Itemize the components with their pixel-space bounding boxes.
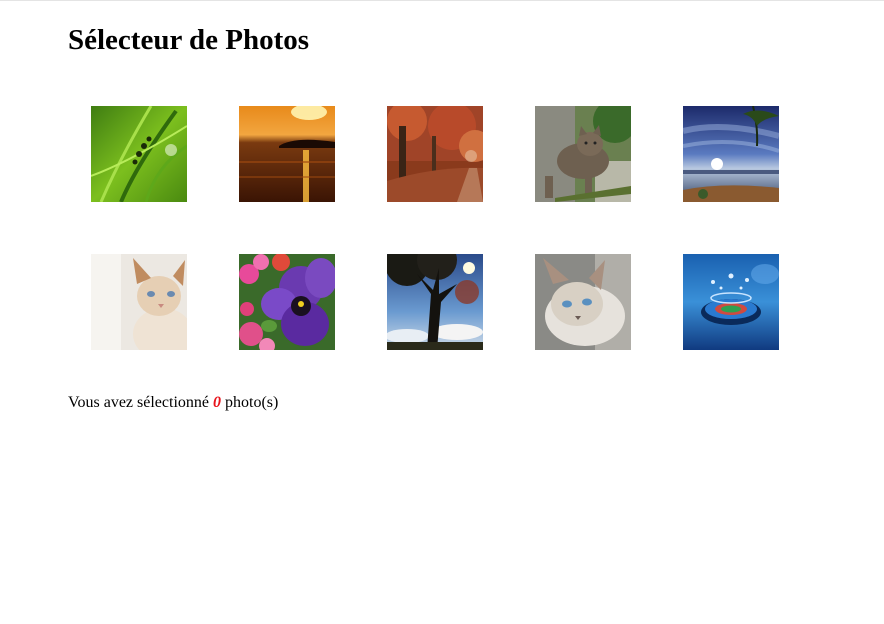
photo-thumbnail-pansy[interactable]: [239, 254, 335, 350]
selection-status: Vous avez sélectionné 0 photo(s): [68, 394, 278, 412]
page-title: Sélecteur de Photos: [68, 24, 310, 56]
photo-thumbnail-grass[interactable]: [91, 106, 187, 202]
top-border: [0, 0, 884, 1]
pansy-flowers-image: [239, 254, 335, 350]
sunset-lake-image: [239, 106, 335, 202]
photo-thumbnail-tree-sky[interactable]: [387, 254, 483, 350]
tabby-cat-image: [535, 106, 631, 202]
siamese-cat-image: [535, 254, 631, 350]
selection-count: 0: [213, 394, 221, 411]
photo-thumbnail-tabby-cat[interactable]: [535, 106, 631, 202]
selection-suffix: photo(s): [225, 394, 279, 411]
selection-prefix: Vous avez sélectionné: [68, 394, 209, 411]
sunrise-beach-image: [683, 106, 779, 202]
photo-thumbnail-water-drop[interactable]: [683, 254, 779, 350]
tree-silhouette-image: [387, 254, 483, 350]
photo-thumbnail-sunset[interactable]: [239, 106, 335, 202]
water-drop-image: [683, 254, 779, 350]
cream-kitten-image: [91, 254, 187, 350]
grass-ladybug-image: [91, 106, 187, 202]
autumn-trees-image: [387, 106, 483, 202]
photo-thumbnail-kitten[interactable]: [91, 254, 187, 350]
photo-thumbnail-sunrise[interactable]: [683, 106, 779, 202]
photo-thumbnail-autumn[interactable]: [387, 106, 483, 202]
photo-thumbnail-siamese[interactable]: [535, 254, 631, 350]
